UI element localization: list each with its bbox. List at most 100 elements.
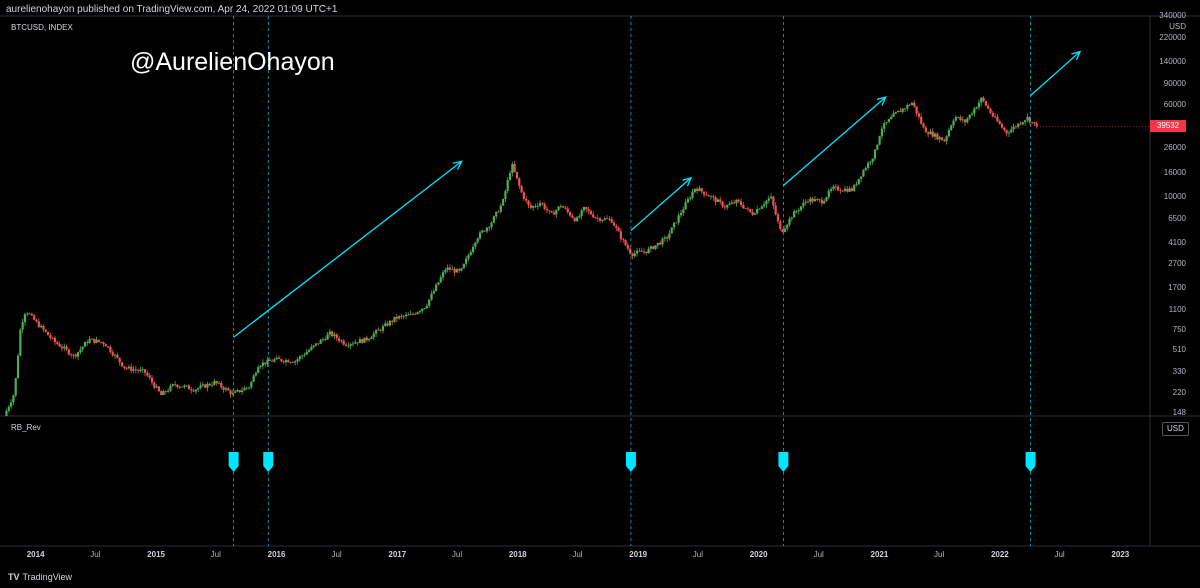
- candle-up: [575, 217, 579, 222]
- author-watermark: @AurelienOhayon: [130, 48, 335, 76]
- candle-up: [578, 216, 581, 218]
- candle-up: [407, 314, 410, 316]
- candle-down: [834, 186, 837, 188]
- price-tick-label: 220: [1172, 387, 1186, 397]
- candle-down: [818, 199, 821, 201]
- projection-arrow-line: [630, 177, 692, 231]
- candle-up: [12, 395, 15, 403]
- candle-down: [130, 366, 133, 371]
- candle-up: [760, 206, 763, 209]
- candle-up: [185, 385, 188, 387]
- candle-up: [1012, 126, 1015, 130]
- candle-down: [70, 354, 73, 356]
- candle-down: [566, 208, 569, 212]
- candle-up: [728, 203, 731, 206]
- candle-down: [150, 377, 154, 383]
- candle-up: [90, 338, 94, 340]
- candle-up: [95, 339, 98, 343]
- time-axis[interactable]: 2014 Jul 2015 Jul 2016 Jul 2017 Jul 2018 Jul 2019 J…: [0, 546, 1150, 562]
- candle-down: [220, 382, 223, 388]
- candle-up: [333, 334, 336, 337]
- candle-down: [356, 342, 359, 344]
- candle-up: [393, 316, 396, 322]
- candle-down: [157, 386, 161, 392]
- candle-down: [991, 112, 994, 117]
- candle-up: [682, 209, 685, 214]
- candle-down: [458, 269, 461, 271]
- candle-up: [400, 315, 403, 317]
- candle-down: [585, 207, 588, 210]
- candle-up: [536, 205, 539, 207]
- candle-down: [190, 389, 193, 391]
- candle-up: [795, 211, 798, 212]
- candle-up: [266, 359, 269, 365]
- candle-down: [751, 211, 754, 215]
- candle-down: [518, 178, 521, 186]
- candle-down: [58, 343, 61, 347]
- candle-down: [622, 239, 625, 240]
- candle-down: [448, 267, 452, 270]
- candle-up: [416, 312, 419, 315]
- candle-up: [474, 242, 477, 247]
- candle-up: [980, 97, 983, 103]
- candle-up: [441, 272, 445, 278]
- candle-up: [903, 108, 907, 110]
- candle-up: [871, 158, 874, 162]
- candle-up: [1017, 123, 1020, 127]
- tradingview-logo-text: TradingView: [22, 572, 73, 582]
- candle-up: [363, 337, 366, 343]
- candle-up: [492, 216, 495, 223]
- candle-up: [691, 191, 694, 198]
- price-tick-label: 140000: [1159, 56, 1186, 66]
- candle-down: [97, 339, 100, 342]
- candle-up: [374, 330, 378, 334]
- price-unit-label: USD: [1169, 22, 1186, 31]
- candle-up: [5, 410, 8, 416]
- candle-up: [887, 119, 890, 123]
- tradingview-logo[interactable]: TV TradingView: [8, 572, 72, 582]
- candle-down: [705, 194, 708, 196]
- candle-down: [702, 191, 706, 195]
- price-tick-label: 340000: [1159, 11, 1186, 20]
- candle-up: [490, 222, 493, 228]
- candle-down: [42, 325, 45, 330]
- time-tick-label: 2020: [749, 550, 768, 559]
- candle-down: [550, 211, 553, 213]
- candle-down: [164, 391, 167, 392]
- candle-up: [957, 117, 960, 118]
- candle-up: [349, 344, 352, 346]
- candle-down: [984, 100, 987, 106]
- candle-up: [354, 342, 357, 344]
- candle-up: [481, 230, 484, 233]
- price-scale[interactable]: USD 340000 220000 140000 90000 60000 26000 1600…: [1150, 11, 1200, 417]
- candle-up: [499, 205, 502, 212]
- candle-up: [938, 137, 941, 140]
- candle-up: [307, 350, 311, 352]
- candle-up: [465, 258, 468, 264]
- candle-up: [538, 203, 542, 206]
- candle-up: [310, 346, 313, 351]
- candle-up: [132, 369, 135, 371]
- time-tick-label: Jul: [451, 550, 463, 559]
- candle-down: [806, 201, 810, 203]
- indicator-name[interactable]: RB_Rev: [11, 423, 41, 432]
- candle-up: [127, 366, 131, 369]
- candle-down: [592, 214, 595, 218]
- candle-up: [675, 222, 678, 224]
- candle-down: [529, 205, 532, 208]
- candle-up: [63, 346, 66, 349]
- price-tick-label: 26000: [1163, 142, 1186, 152]
- symbol-label[interactable]: BTCUSD, INDEX: [11, 23, 73, 32]
- candle-down: [943, 140, 946, 142]
- candle-up: [446, 267, 449, 271]
- candle-up: [88, 339, 91, 344]
- time-tick-label: 2022: [990, 550, 1009, 559]
- candle-down: [841, 190, 844, 192]
- candle-down: [53, 337, 57, 343]
- candle-up: [23, 314, 27, 323]
- candle-down: [49, 335, 52, 338]
- candle-up: [769, 196, 773, 199]
- candle-up: [217, 382, 221, 384]
- candle-down: [836, 186, 840, 191]
